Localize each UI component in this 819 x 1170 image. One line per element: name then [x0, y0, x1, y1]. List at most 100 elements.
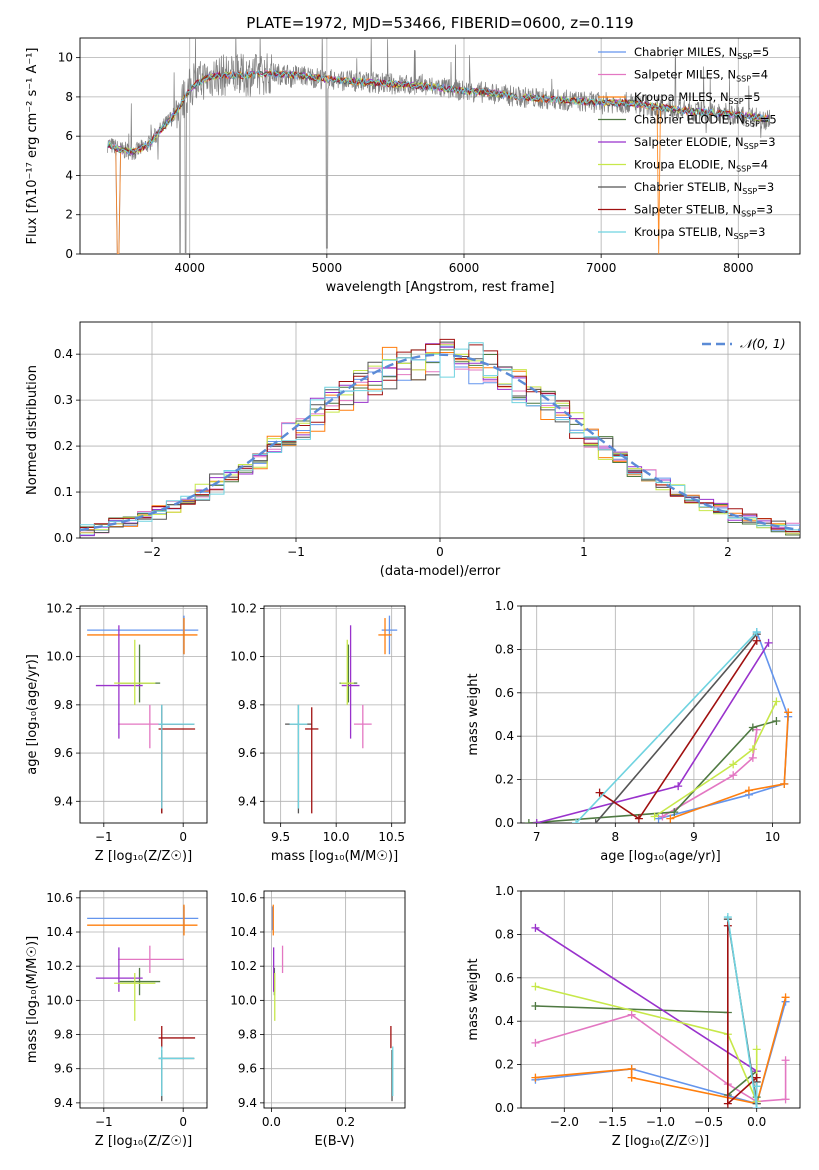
weight-marker: [752, 1104, 761, 1108]
axes-frame: [79, 321, 801, 539]
weight-line-salpeter-miles: [535, 1013, 787, 1103]
y-tick-label: 9.8: [54, 1028, 73, 1042]
weight-marker: [744, 786, 753, 795]
age_vs_Z-panel: −1 0 9.4 9.6 9.8 10.0 10.2 Z [log₁₀(Z/Z☉)] age […: [25, 601, 208, 864]
y-tick-label: 1.0: [495, 599, 514, 613]
mass_vs_ebv-panel: 0.0 0.2 9.4 9.6 9.8 10.0 10.2 10.4 10.6 E(B-V): [230, 890, 406, 1149]
y-tick-label: 0.2: [495, 773, 514, 787]
y-tick-label: 0.4: [495, 1014, 514, 1028]
weight-marker: [572, 819, 581, 823]
weight-marker: [524, 819, 533, 823]
weight-marker: [784, 708, 793, 717]
x-tick-label: −0.5: [694, 1115, 723, 1129]
x-tick-label: 9: [690, 830, 698, 844]
x-axis-label: Z [log₁₀(Z/Z☉)]: [95, 1134, 192, 1149]
x-tick-label: 2: [724, 545, 732, 559]
y-tick-label: 10.2: [230, 959, 257, 973]
x-axis-label: age [log₁₀(age/yr)]: [600, 849, 721, 864]
x-axis-label: Z [log₁₀(Z/Z☉)]: [95, 849, 192, 864]
y-tick-label: 0.2: [495, 1058, 514, 1072]
x-tick-label: 10.0: [323, 830, 350, 844]
weight-marker: [670, 808, 679, 817]
model-spectrum-kroupa-stelib: [106, 70, 770, 155]
weight-marker: [752, 628, 761, 637]
x-axis-label: (data-model)/error: [380, 564, 501, 579]
weight-line-chabrier-elodie: [535, 1005, 758, 1098]
spectrum-legend: Chabrier MILES, NSSP=5 Salpeter MILES, NS…: [598, 45, 777, 241]
weight-marker: [634, 814, 643, 823]
axes-frame: [520, 605, 801, 824]
y-tick-label: 10.0: [46, 993, 73, 1007]
y-axis-label: Flux [fλ10⁻¹⁷ erg cm⁻² s⁻¹ A⁻¹]: [25, 48, 40, 245]
x-tick-label: 6000: [449, 261, 480, 275]
x-tick-label: −2: [143, 545, 161, 559]
weight-marker: [752, 1073, 761, 1082]
weight-marker: [666, 814, 675, 823]
histogram-kroupa-stelib: [80, 342, 800, 531]
y-tick-label: 0.2: [54, 439, 73, 453]
weight_vs_age-panel: 7 8 9 10 0.0 0.2 0.4 0.6 0.8 1.0 age [log₁₀(age/yr…: [466, 599, 801, 864]
weight-marker: [531, 1038, 540, 1047]
weight-marker: [723, 1099, 732, 1108]
weight-marker: [531, 1073, 540, 1082]
y-tick-label: 9.6: [54, 746, 73, 760]
weight_vs_age-plot-area: [524, 628, 793, 823]
axes-frame: [79, 605, 208, 824]
weight-marker: [531, 923, 540, 932]
y-tick-label: 10.2: [46, 959, 73, 973]
weight-line-kroupa-stelib: [575, 631, 758, 823]
legend-entry: Kroupa ELODIE, NSSP=4: [634, 158, 768, 174]
weight-line-kroupa-elodie: [654, 701, 778, 818]
y-tick-label: 10.2: [46, 601, 73, 615]
x-tick-label: 0.0: [747, 1115, 766, 1129]
y-tick-label: 9.4: [54, 794, 73, 808]
y-tick-label: 9.4: [238, 794, 257, 808]
histogram-salpeter-stelib: [80, 338, 800, 533]
y-tick-label: 0.4: [54, 347, 73, 361]
legend-entry: Chabrier ELODIE, NSSP=5: [634, 113, 777, 129]
legend-entry: Chabrier MILES, NSSP=5: [634, 45, 769, 61]
legend-entry: Chabrier STELIB, NSSP=3: [634, 180, 774, 196]
weight_vs_Z-panel: −2.0 −1.5 −1.0 −0.5 0.0 0.0 0.2 0.4 0.6 0.8 1.0 Z […: [466, 884, 801, 1149]
weight_vs_Z-plot-area: [531, 913, 790, 1108]
age_vs_mass-panel: 9.5 10.0 10.5 9.4 9.6 9.8 10.0 10.2 mass [log₁₀(…: [230, 601, 406, 864]
weight-line-kroupa-miles: [670, 712, 789, 820]
y-tick-label: 10.0: [230, 650, 257, 664]
x-tick-label: 9.5: [271, 830, 290, 844]
mass_vs_Z-panel: −1 0 9.4 9.6 9.8 10.0 10.2 10.4 10.6 Z [log₁₀(Z/Z…: [25, 890, 208, 1149]
x-tick-label: 0.2: [336, 1115, 355, 1129]
y-axis-label: Normed distribution: [25, 365, 40, 495]
weight-marker: [658, 812, 667, 821]
y-tick-label: 10.6: [230, 891, 257, 905]
y-tick-label: 10.0: [230, 993, 257, 1007]
axes-frame: [520, 890, 801, 1109]
weight-marker: [650, 812, 659, 821]
weight-marker: [780, 779, 789, 788]
y-tick-label: 6: [65, 129, 73, 143]
y-tick-label: 9.4: [54, 1096, 73, 1110]
weight-marker: [781, 1095, 790, 1104]
y-tick-label: 0.0: [495, 816, 514, 830]
y-tick-label: 0: [65, 247, 73, 261]
x-tick-label: −1: [95, 830, 113, 844]
age_vs_Z-plot-area: [87, 615, 199, 814]
weight-marker: [748, 745, 757, 754]
y-tick-label: 10: [58, 51, 73, 65]
legend-entry: Kroupa MILES, NSSP=5: [634, 90, 760, 106]
y-tick-label: 9.8: [54, 698, 73, 712]
weight-line-kroupa-elodie: [535, 985, 758, 1102]
x-axis-label: E(B-V): [314, 1134, 354, 1149]
axes-frame: [263, 890, 406, 1109]
axes-frame: [79, 890, 208, 1109]
weight-marker: [752, 636, 761, 645]
x-axis-label: mass [log₁₀(M/M☉)]: [271, 849, 398, 864]
y-axis-label: mass [log₁₀(M/M☉)]: [25, 936, 40, 1063]
weight-marker: [772, 717, 781, 726]
weight-marker: [627, 1010, 636, 1019]
y-tick-label: 10.6: [46, 891, 73, 905]
weight-marker: [729, 760, 738, 769]
y-tick-label: 0.8: [495, 642, 514, 656]
weight-marker: [723, 921, 732, 930]
y-tick-label: 0.6: [495, 971, 514, 985]
weight-marker: [531, 1002, 540, 1011]
